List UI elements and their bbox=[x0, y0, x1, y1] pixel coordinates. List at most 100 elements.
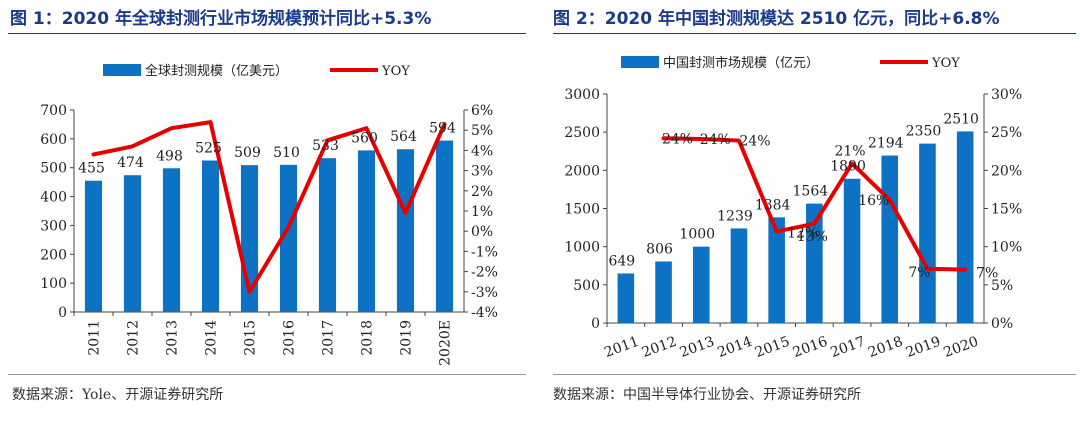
y-left-tick-label: 2000 bbox=[564, 163, 600, 179]
x-tick-label: 2017 bbox=[321, 320, 337, 356]
bar-2012 bbox=[123, 175, 142, 312]
source-divider bbox=[553, 374, 1076, 375]
yoy-line bbox=[91, 120, 447, 294]
y-right-tick-label: 5% bbox=[991, 278, 1013, 294]
bar-value-label: 806 bbox=[646, 241, 673, 257]
y-right-tick-label: 10% bbox=[991, 240, 1022, 256]
bar-2011 bbox=[84, 180, 103, 312]
bar-2014 bbox=[730, 228, 748, 323]
title-divider bbox=[8, 33, 526, 34]
legend-bar-swatch bbox=[103, 64, 141, 76]
chart-panel-china: 图 2：2020 年中国封测规模达 2510 亿元，同比+6.8% 中国封测市场… bbox=[545, 0, 1080, 423]
yoy-value-label: 24% bbox=[700, 132, 731, 148]
legend-line-label: YOY bbox=[381, 64, 410, 79]
x-tick-label: 2019 bbox=[904, 334, 943, 361]
bar-value-label: 455 bbox=[78, 161, 105, 177]
bar-2013 bbox=[162, 168, 181, 312]
legend-bar-swatch bbox=[621, 56, 659, 68]
x-tick-label: 2016 bbox=[282, 320, 298, 356]
legend-bar-label: 中国封测市场规模（亿元） bbox=[663, 55, 819, 71]
x-tick-label: 2018 bbox=[360, 320, 376, 356]
legend-line-label: YOY bbox=[931, 56, 960, 71]
bar-value-label: 510 bbox=[273, 145, 300, 161]
y-right-tick-label: 25% bbox=[991, 125, 1022, 141]
y-right-tick-label: 6% bbox=[471, 103, 493, 119]
bar-2019 bbox=[919, 143, 936, 323]
y-right-tick-label: 3% bbox=[471, 164, 493, 180]
x-tick-label: 2015 bbox=[753, 334, 792, 361]
bar-value-label: 1890 bbox=[830, 159, 866, 175]
bar-2020E bbox=[435, 140, 454, 312]
bar-value-label: 594 bbox=[429, 121, 456, 137]
y-right-tick-label: 1% bbox=[471, 204, 493, 220]
x-tick-label: 2014 bbox=[204, 320, 220, 356]
yoy-value-label: 24% bbox=[662, 131, 693, 147]
y-right-tick-label: 30% bbox=[991, 87, 1022, 103]
y-right-tick-label: -4% bbox=[471, 305, 498, 321]
source-note: 数据来源：中国半导体行业协会、开源证券研究所 bbox=[553, 387, 861, 403]
y-left-tick-label: 500 bbox=[40, 161, 67, 177]
chart-title: 图 1：2020 年全球封测行业市场规模预计同比+5.3% bbox=[10, 9, 432, 29]
x-tick-label: 2012 bbox=[126, 320, 142, 356]
x-tick-label: 2011 bbox=[87, 320, 103, 356]
bar-value-label: 564 bbox=[390, 129, 417, 145]
x-tick-label: 2018 bbox=[866, 334, 905, 361]
y-left-tick-label: 300 bbox=[40, 218, 67, 234]
x-tick-label: 2020E bbox=[438, 320, 454, 366]
bar-value-label: 1000 bbox=[679, 227, 715, 243]
y-left-tick-label: 1000 bbox=[564, 240, 600, 256]
y-right-tick-label: 5% bbox=[471, 123, 493, 139]
y-right-tick-label: 2% bbox=[471, 184, 493, 200]
yoy-value-label: 16% bbox=[858, 193, 889, 209]
bar-2016 bbox=[806, 203, 823, 323]
chart-svg-china: 中国封测市场规模（亿元） YOY 0 500 1000 1500 2000 2500 3000 0… bbox=[564, 55, 1022, 361]
yoy-value-label: 7% bbox=[976, 266, 998, 282]
bar-2011 bbox=[617, 273, 635, 323]
x-tick-label: 2011 bbox=[602, 334, 641, 361]
bar-value-label: 1564 bbox=[793, 184, 829, 200]
y-left-tick-label: 2500 bbox=[564, 125, 600, 141]
bar-value-label: 509 bbox=[234, 145, 261, 161]
y-right-tick-label: -3% bbox=[471, 285, 498, 301]
x-tick-label: 2015 bbox=[243, 320, 259, 356]
y-right-tick-label: -1% bbox=[471, 244, 498, 260]
bar-2012 bbox=[655, 261, 672, 323]
source-note: 数据来源：Yole、开源证券研究所 bbox=[12, 387, 224, 403]
y-left-tick-label: 700 bbox=[40, 103, 67, 119]
chart-title: 图 2：2020 年中国封测规模达 2510 亿元，同比+6.8% bbox=[553, 9, 1000, 29]
y-right-tick-label: 4% bbox=[471, 143, 493, 159]
yoy-value-label: 21% bbox=[834, 143, 865, 159]
bar-value-label: 2194 bbox=[868, 136, 904, 152]
y-right-tick-label: 0% bbox=[991, 316, 1013, 332]
x-tick-label: 2019 bbox=[399, 320, 415, 356]
bar-2015 bbox=[768, 217, 785, 323]
bar-value-label: 1384 bbox=[755, 197, 791, 213]
title-divider bbox=[553, 33, 1076, 34]
y-left-tick-label: 200 bbox=[40, 247, 67, 263]
x-tick-label: 2013 bbox=[165, 320, 181, 356]
x-tick-label: 2012 bbox=[640, 334, 679, 361]
y-left-tick-label: 0 bbox=[591, 316, 600, 332]
y-left-tick-label: 400 bbox=[40, 190, 67, 206]
y-right-tick-label: 15% bbox=[991, 202, 1022, 218]
x-tick-label: 2014 bbox=[715, 334, 754, 361]
bar-value-label: 474 bbox=[117, 155, 144, 171]
bar-value-label: 1239 bbox=[717, 208, 753, 224]
bar-value-label: 2350 bbox=[906, 124, 942, 140]
bar-2014 bbox=[201, 160, 220, 312]
y-left-tick-label: 3000 bbox=[564, 87, 600, 103]
y-left-tick-label: 0 bbox=[58, 305, 67, 321]
bar-value-label: 525 bbox=[195, 141, 222, 157]
y-right-tick-label: 20% bbox=[991, 163, 1022, 179]
bar-2013 bbox=[692, 246, 710, 323]
bar-2018 bbox=[357, 150, 376, 312]
bar-value-label: 533 bbox=[312, 138, 339, 154]
chart-panel-global: 图 1：2020 年全球封测行业市场规模预计同比+5.3% 全球封测规模（亿美元… bbox=[0, 0, 530, 423]
y-left-tick-label: 500 bbox=[573, 278, 600, 294]
bar-value-label: 2510 bbox=[943, 111, 979, 127]
yoy-value-label: 7% bbox=[908, 265, 930, 281]
x-tick-label: 2020 bbox=[942, 334, 981, 361]
bar-2019 bbox=[396, 149, 415, 312]
legend-bar-label: 全球封测规模（亿美元） bbox=[145, 63, 288, 79]
bar-2016 bbox=[279, 164, 298, 312]
